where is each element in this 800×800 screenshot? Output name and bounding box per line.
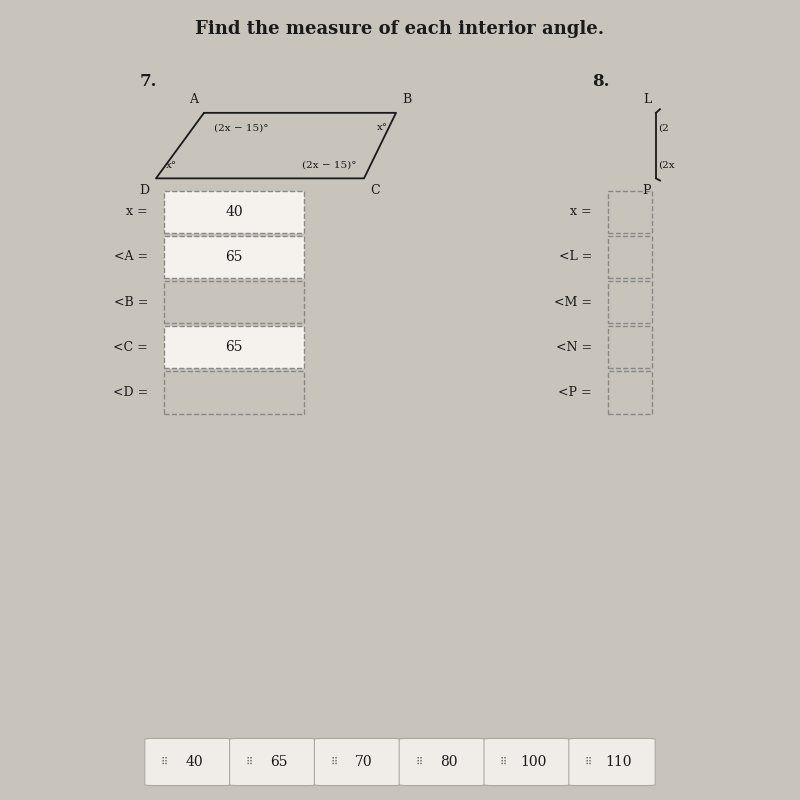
Text: <D =: <D = [113, 386, 148, 399]
Text: 100: 100 [521, 755, 546, 769]
Text: Find the measure of each interior angle.: Find the measure of each interior angle. [195, 20, 605, 38]
Text: (2: (2 [658, 123, 669, 132]
Text: ⠿: ⠿ [415, 757, 422, 767]
Text: x°: x° [377, 123, 388, 132]
Text: (2x − 15)°: (2x − 15)° [302, 161, 356, 170]
Text: B: B [402, 93, 412, 106]
Text: x°: x° [166, 161, 177, 170]
Text: ⠿: ⠿ [585, 757, 592, 767]
Text: ⠿: ⠿ [246, 757, 253, 767]
Text: 40: 40 [225, 205, 243, 219]
Text: C: C [370, 184, 380, 197]
Text: L: L [643, 93, 651, 106]
Text: <L =: <L = [558, 250, 592, 263]
Text: x =: x = [570, 206, 592, 218]
Text: <A =: <A = [114, 250, 148, 263]
Text: 65: 65 [226, 250, 242, 264]
Text: ⠿: ⠿ [500, 757, 507, 767]
FancyBboxPatch shape [164, 326, 304, 368]
FancyBboxPatch shape [314, 738, 401, 786]
Text: <N =: <N = [556, 341, 592, 354]
Text: ⠿: ⠿ [330, 757, 338, 767]
Text: 65: 65 [270, 755, 288, 769]
FancyBboxPatch shape [569, 738, 655, 786]
Text: <M =: <M = [554, 296, 592, 309]
Text: D: D [139, 184, 150, 197]
Text: ⠿: ⠿ [161, 757, 168, 767]
Text: x =: x = [126, 206, 148, 218]
Text: <C =: <C = [114, 341, 148, 354]
Text: 40: 40 [186, 755, 203, 769]
Text: 80: 80 [440, 755, 458, 769]
Text: (2x − 15)°: (2x − 15)° [214, 123, 268, 132]
FancyBboxPatch shape [164, 236, 304, 278]
Text: 70: 70 [355, 755, 373, 769]
Text: 8.: 8. [592, 73, 610, 90]
Text: 110: 110 [605, 755, 632, 769]
Text: P: P [642, 184, 651, 197]
Text: 7.: 7. [140, 73, 158, 90]
Text: <P =: <P = [558, 386, 592, 399]
Text: 65: 65 [226, 340, 242, 354]
FancyBboxPatch shape [484, 738, 570, 786]
FancyBboxPatch shape [145, 738, 231, 786]
FancyBboxPatch shape [399, 738, 486, 786]
Text: A: A [189, 93, 198, 106]
FancyBboxPatch shape [230, 738, 316, 786]
FancyBboxPatch shape [164, 190, 304, 233]
Text: <B =: <B = [114, 296, 148, 309]
Text: (2x: (2x [658, 161, 675, 170]
